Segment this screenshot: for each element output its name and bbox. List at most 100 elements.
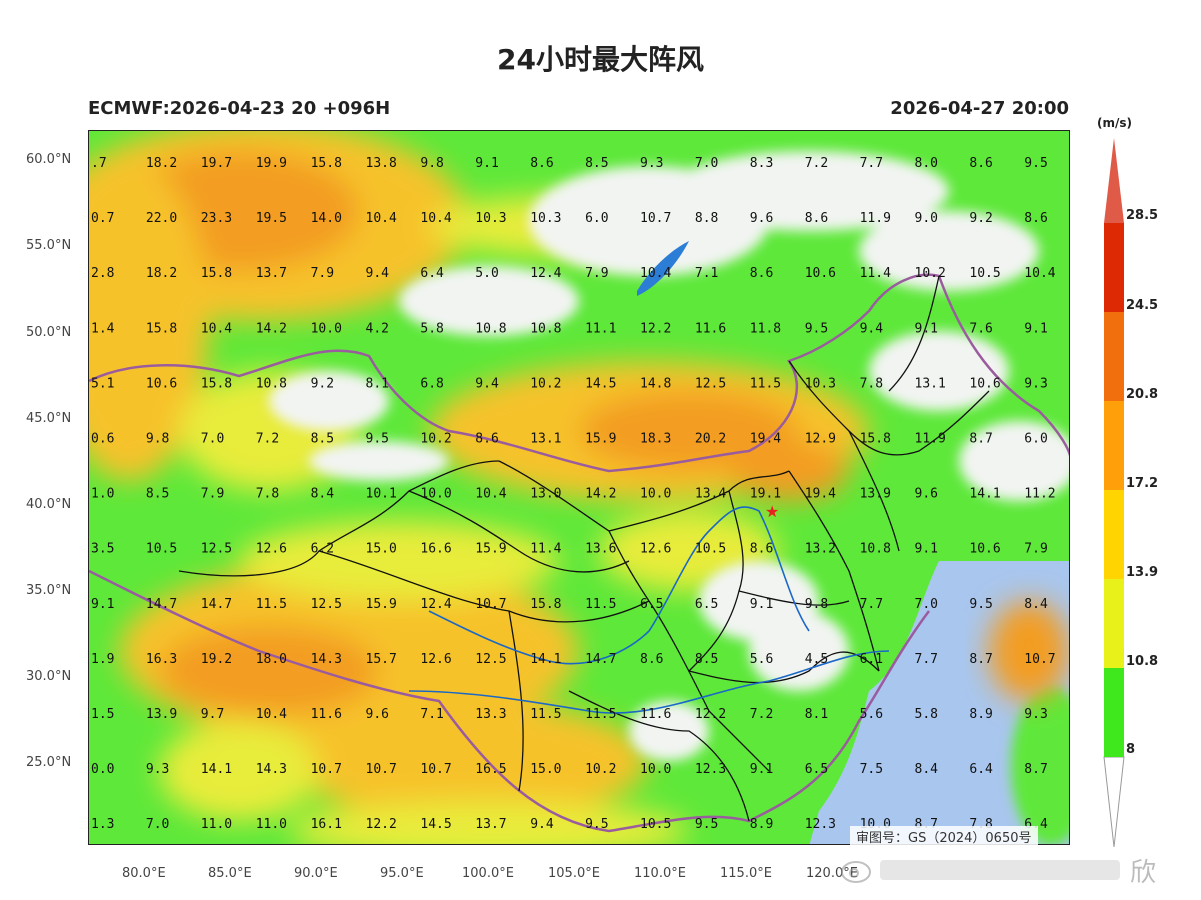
gust-value-label: 9.4 bbox=[475, 376, 499, 391]
gust-value-label: 9.1 bbox=[1024, 321, 1047, 336]
gust-value-label: 14.7 bbox=[201, 597, 232, 612]
gust-value-label: 10.6 bbox=[146, 376, 177, 391]
gust-value-label: 19.4 bbox=[805, 487, 836, 502]
gust-value-label: 9.8 bbox=[420, 156, 443, 171]
gust-value-label: 11.5 bbox=[530, 707, 561, 722]
gust-value-label: 13.9 bbox=[860, 487, 891, 502]
gust-value-label: 7.1 bbox=[695, 266, 718, 281]
gust-value-label: 23.3 bbox=[201, 211, 232, 226]
gust-value-label: 5.8 bbox=[420, 321, 443, 336]
gust-value-label: 14.1 bbox=[201, 762, 232, 777]
gust-value-label: 15.8 bbox=[860, 432, 891, 447]
gust-value-label: 6.5 bbox=[695, 597, 718, 612]
gust-value-label: 0.0 bbox=[91, 762, 114, 777]
gust-value-label: 7.7 bbox=[915, 652, 938, 667]
gust-value-label: 8.6 bbox=[750, 542, 773, 557]
gust-value-label: 10.7 bbox=[420, 762, 451, 777]
gust-value-label: 11.0 bbox=[256, 817, 287, 832]
gust-value-label: 9.8 bbox=[805, 597, 828, 612]
gust-value-label: 22.0 bbox=[146, 211, 177, 226]
gust-value-label: 1.3 bbox=[91, 817, 114, 832]
gust-value-label: 8.6 bbox=[530, 156, 553, 171]
gust-value-label: 7.1 bbox=[420, 707, 443, 722]
gust-value-label: 10.6 bbox=[969, 376, 1000, 391]
gust-value-label: 9.2 bbox=[969, 211, 992, 226]
lat-tick-label: 35.0°N bbox=[26, 583, 72, 598]
baikal-lake bbox=[637, 241, 689, 296]
gust-value-label: 15.0 bbox=[530, 762, 561, 777]
gust-value-label: 10.2 bbox=[915, 266, 946, 281]
colorbar-label: 13.9 bbox=[1126, 565, 1159, 580]
gust-value-label: 10.3 bbox=[530, 211, 561, 226]
gust-value-label: 8.6 bbox=[969, 156, 992, 171]
gust-value-label: 8.6 bbox=[640, 652, 663, 667]
lon-tick-label: 85.0°E bbox=[208, 866, 252, 881]
colorbar-segment bbox=[1104, 579, 1124, 668]
colorbar-label: 10.8 bbox=[1126, 654, 1159, 669]
lon-tick-label: 90.0°E bbox=[294, 866, 338, 881]
gust-value-label: 15.7 bbox=[366, 652, 397, 667]
gust-value-label: 13.4 bbox=[695, 487, 726, 502]
gust-value-label: 10.5 bbox=[969, 266, 1000, 281]
korea-gust-patch bbox=[989, 601, 1069, 701]
gust-value-label: 9.0 bbox=[915, 211, 938, 226]
gust-value-label: 15.8 bbox=[201, 266, 232, 281]
gust-value-label: 9.4 bbox=[860, 321, 884, 336]
gust-value-label: 8.6 bbox=[475, 432, 498, 447]
gust-value-label: 9.6 bbox=[915, 487, 938, 502]
southern-border-coast bbox=[89, 569, 931, 833]
gust-value-label: 6.2 bbox=[311, 542, 334, 557]
gust-value-label: 9.3 bbox=[1024, 376, 1047, 391]
gust-value-label: 9.8 bbox=[146, 432, 169, 447]
colorbar-segment bbox=[1104, 668, 1124, 757]
weibo-icon bbox=[841, 860, 1120, 883]
gust-value-label: 10.8 bbox=[256, 376, 287, 391]
gust-value-label: 12.9 bbox=[805, 432, 836, 447]
gust-value-label: 19.4 bbox=[750, 432, 781, 447]
gust-value-label: 9.1 bbox=[915, 321, 938, 336]
gust-value-labels: .7 18.2 19.7 19.9 15.8 13.8 9.8 9.1 8.6 8.5 9.3 7.0… bbox=[91, 156, 1056, 832]
gust-value-label: 10.2 bbox=[530, 376, 561, 391]
gust-value-label: 13.8 bbox=[366, 156, 397, 171]
gust-value-label: 14.5 bbox=[585, 376, 616, 391]
gust-value-label: 10.2 bbox=[585, 762, 616, 777]
gust-value-label: 19.9 bbox=[256, 156, 287, 171]
lat-tick-label: 45.0°N bbox=[26, 411, 72, 426]
map-panel[interactable]: ★ .7 18.2 19.7 19.9 15.8 13.8 9.8 9.1 8.6 8.5 9.3 7… bbox=[88, 130, 1070, 845]
gust-value-label: 9.5 bbox=[805, 321, 828, 336]
gust-value-label: 13.0 bbox=[530, 487, 561, 502]
gust-value-label: 6.0 bbox=[585, 211, 608, 226]
gust-value-label: 14.2 bbox=[585, 487, 616, 502]
gust-value-label: 10.0 bbox=[420, 487, 451, 502]
gust-value-label: 7.6 bbox=[969, 321, 992, 336]
gust-value-label: 5.1 bbox=[91, 376, 114, 391]
gust-value-label: 11.5 bbox=[585, 597, 616, 612]
gust-value-label: 15.8 bbox=[146, 321, 177, 336]
gust-value-label: 8.3 bbox=[750, 156, 773, 171]
gust-value-label: 12.5 bbox=[311, 597, 342, 612]
gust-value-label: 10.8 bbox=[475, 321, 506, 336]
low-wind-patches bbox=[269, 151, 1069, 761]
gust-value-label: 10.7 bbox=[1024, 652, 1055, 667]
lon-tick-label: 80.0°E bbox=[122, 866, 166, 881]
gust-value-label: 10.2 bbox=[420, 432, 451, 447]
gust-value-label: 15.9 bbox=[585, 432, 616, 447]
province-borders bbox=[178, 275, 990, 822]
gust-value-label: 14.2 bbox=[256, 321, 287, 336]
gust-value-label: 9.4 bbox=[530, 817, 554, 832]
gust-value-label: 7.8 bbox=[860, 376, 883, 391]
gust-value-label: 6.5 bbox=[805, 762, 828, 777]
gust-value-label: 10.1 bbox=[366, 487, 397, 502]
gust-value-label: 6.5 bbox=[640, 597, 663, 612]
lat-tick-label: 60.0°N bbox=[26, 152, 72, 167]
gust-value-label: 8.7 bbox=[969, 432, 992, 447]
colorbar-label: 8 bbox=[1126, 742, 1136, 757]
gust-value-label: 9.2 bbox=[311, 376, 334, 391]
gust-value-label: 7.9 bbox=[201, 487, 224, 502]
gust-value-label: 6.8 bbox=[420, 376, 443, 391]
gust-value-label: 7.0 bbox=[146, 817, 169, 832]
gust-value-label: 11.5 bbox=[256, 597, 287, 612]
gust-value-label: 16.3 bbox=[146, 652, 177, 667]
gust-value-label: 7.2 bbox=[805, 156, 828, 171]
gust-value-label: 7.5 bbox=[860, 762, 883, 777]
